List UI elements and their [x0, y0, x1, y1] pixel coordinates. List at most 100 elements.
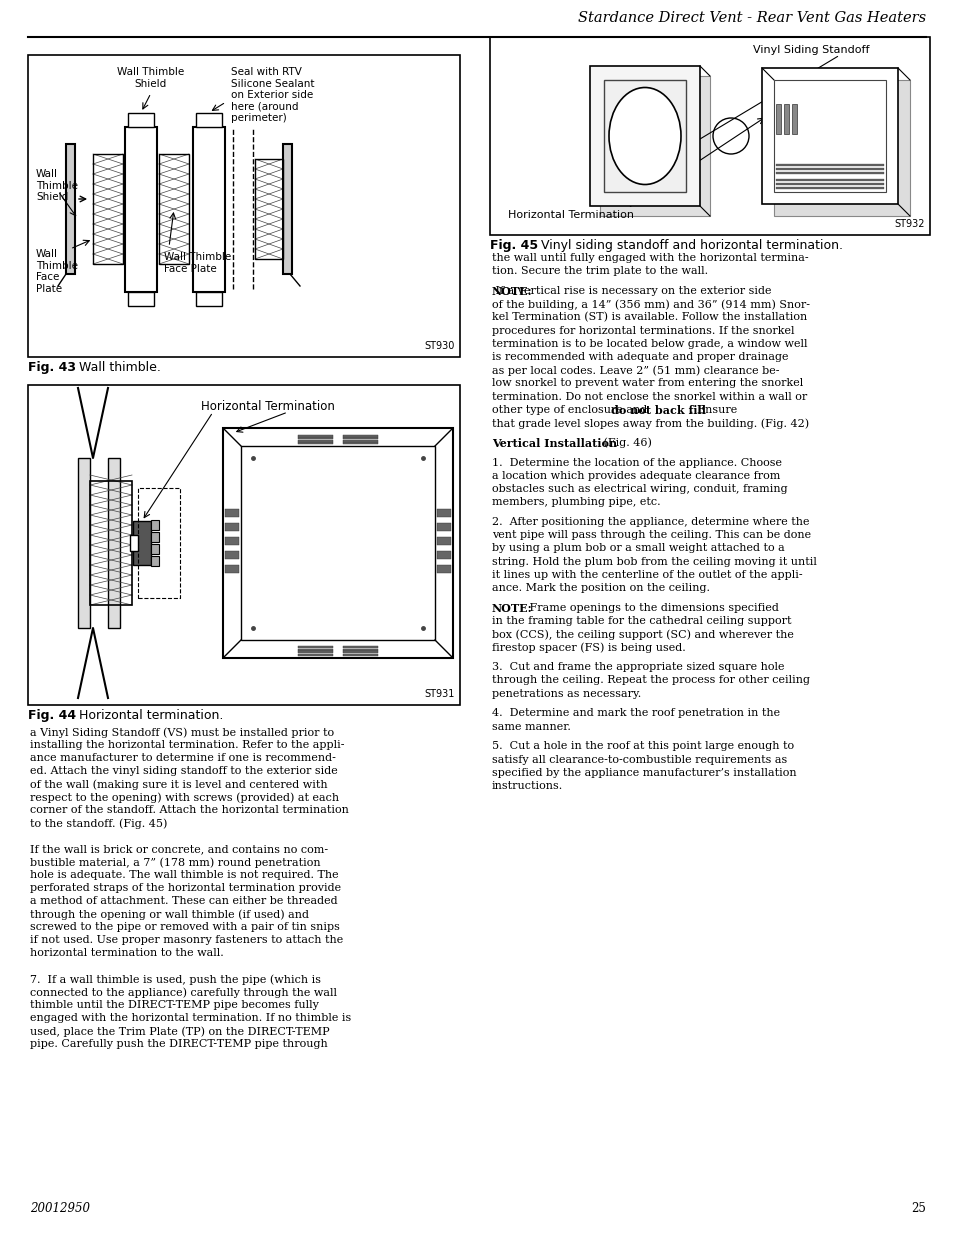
Text: corner of the standoff. Attach the horizontal termination: corner of the standoff. Attach the horiz…: [30, 805, 349, 815]
Text: Fig. 45: Fig. 45: [490, 240, 537, 252]
Bar: [603, 80, 685, 191]
Text: is recommended with adequate and proper drainage: is recommended with adequate and proper …: [492, 352, 788, 362]
Text: ance manufacturer to determine if one is recommend-: ance manufacturer to determine if one is…: [30, 753, 335, 763]
Text: Vertical Installation: Vertical Installation: [492, 437, 617, 448]
Bar: [108, 458, 120, 629]
Bar: [791, 104, 796, 135]
Text: 1.  Determine the location of the appliance. Choose: 1. Determine the location of the applian…: [492, 458, 781, 468]
Bar: [783, 104, 788, 135]
Text: vent pipe will pass through the ceiling. This can be done: vent pipe will pass through the ceiling.…: [492, 530, 810, 540]
Text: instructions.: instructions.: [492, 781, 562, 790]
Bar: [241, 446, 435, 640]
Text: by using a plum bob or a small weight attached to a: by using a plum bob or a small weight at…: [492, 543, 784, 553]
Bar: [775, 179, 883, 182]
Bar: [130, 535, 138, 551]
Text: 4.  Determine and mark the roof penetration in the: 4. Determine and mark the roof penetrati…: [492, 709, 780, 719]
Bar: [297, 646, 333, 648]
Text: perforated straps of the horizontal termination provide: perforated straps of the horizontal term…: [30, 883, 341, 893]
Bar: [343, 648, 377, 651]
Text: horizontal termination to the wall.: horizontal termination to the wall.: [30, 948, 224, 958]
Bar: [599, 77, 709, 216]
Text: do not back fill: do not back fill: [610, 405, 705, 416]
Text: NOTE:: NOTE:: [492, 603, 532, 614]
Text: Stardance Direct Vent - Rear Vent Gas Heaters: Stardance Direct Vent - Rear Vent Gas He…: [578, 11, 925, 25]
Text: ST930: ST930: [424, 341, 455, 351]
Bar: [78, 458, 90, 629]
Text: ST932: ST932: [894, 219, 924, 228]
Bar: [225, 537, 239, 545]
Bar: [343, 651, 377, 653]
Text: firestop spacer (FS) is being used.: firestop spacer (FS) is being used.: [492, 642, 685, 653]
Bar: [125, 126, 157, 291]
Text: Wall
Thimble
Face
Plate: Wall Thimble Face Plate: [36, 249, 78, 294]
Bar: [223, 429, 453, 658]
Text: used, place the Trim Plate (TP) on the DIRECT-TEMP: used, place the Trim Plate (TP) on the D…: [30, 1026, 330, 1036]
Text: Vinyl siding standoff and horizontal termination.: Vinyl siding standoff and horizontal ter…: [533, 240, 842, 252]
Text: it lines up with the centerline of the outlet of the appli-: it lines up with the centerline of the o…: [492, 569, 801, 579]
Bar: [773, 80, 909, 216]
Bar: [775, 172, 883, 174]
Bar: [66, 144, 75, 274]
Text: members, plumbing pipe, etc.: members, plumbing pipe, etc.: [492, 498, 659, 508]
Text: in the framing table for the cathedral ceiling support: in the framing table for the cathedral c…: [492, 616, 791, 626]
Text: hole is adequate. The wall thimble is not required. The: hole is adequate. The wall thimble is no…: [30, 869, 338, 881]
Bar: [283, 144, 292, 274]
Bar: [343, 442, 377, 445]
Text: as per local codes. Leave 2” (51 mm) clearance be-: as per local codes. Leave 2” (51 mm) cle…: [492, 366, 779, 375]
Text: string. Hold the plum bob from the ceiling moving it until: string. Hold the plum bob from the ceili…: [492, 557, 816, 567]
Bar: [490, 37, 929, 235]
Bar: [90, 480, 132, 605]
Bar: [128, 291, 153, 305]
Text: same manner.: same manner.: [492, 721, 570, 731]
Text: Frame openings to the dimensions specified: Frame openings to the dimensions specifi…: [525, 603, 778, 613]
Text: 20012950: 20012950: [30, 1202, 90, 1215]
Text: other type of enclosure and: other type of enclosure and: [492, 405, 650, 415]
Bar: [589, 65, 700, 206]
Bar: [254, 159, 283, 259]
Bar: [297, 437, 333, 438]
Bar: [775, 104, 781, 135]
Text: if not used. Use proper masonry fasteners to attach the: if not used. Use proper masonry fastener…: [30, 935, 343, 945]
Text: a Vinyl Siding Standoff (VS) must be installed prior to: a Vinyl Siding Standoff (VS) must be ins…: [30, 727, 334, 737]
Bar: [297, 653, 333, 656]
Text: Wall
Thimble
Shield: Wall Thimble Shield: [36, 169, 78, 203]
Bar: [193, 126, 225, 291]
Bar: [297, 651, 333, 653]
Text: Wall Thimble
Face Plate: Wall Thimble Face Plate: [164, 252, 231, 274]
Bar: [436, 522, 451, 531]
Text: Wall Thimble
Shield: Wall Thimble Shield: [117, 67, 185, 89]
Text: kel Termination (ST) is available. Follow the installation: kel Termination (ST) is available. Follo…: [492, 312, 806, 322]
Bar: [28, 56, 459, 357]
Text: through the ceiling. Repeat the process for other ceiling: through the ceiling. Repeat the process …: [492, 676, 809, 685]
Bar: [436, 509, 451, 517]
Text: connected to the appliance) carefully through the wall: connected to the appliance) carefully th…: [30, 987, 336, 998]
Text: . Ensure: . Ensure: [689, 405, 737, 415]
Bar: [297, 442, 333, 445]
Text: of the building, a 14” (356 mm) and 36” (914 mm) Snor-: of the building, a 14” (356 mm) and 36” …: [492, 299, 809, 310]
Text: thimble until the DIRECT-TEMP pipe becomes fully: thimble until the DIRECT-TEMP pipe becom…: [30, 1000, 318, 1010]
Bar: [775, 186, 883, 189]
Bar: [297, 648, 333, 651]
Bar: [138, 488, 180, 598]
Text: low snorkel to prevent water from entering the snorkel: low snorkel to prevent water from enteri…: [492, 378, 802, 388]
Text: through the opening or wall thimble (if used) and: through the opening or wall thimble (if …: [30, 909, 309, 920]
Bar: [225, 509, 239, 517]
Text: Horizontal Termination: Horizontal Termination: [507, 210, 634, 220]
Text: HOT: HOT: [329, 504, 347, 513]
Bar: [775, 163, 883, 165]
Bar: [775, 168, 883, 170]
Text: box (CCS), the ceiling support (SC) and wherever the: box (CCS), the ceiling support (SC) and …: [492, 629, 793, 640]
Text: engaged with the horizontal termination. If no thimble is: engaged with the horizontal termination.…: [30, 1013, 351, 1023]
Bar: [775, 183, 883, 185]
Text: specified by the appliance manufacturer’s installation: specified by the appliance manufacturer’…: [492, 768, 796, 778]
Text: obstacles such as electrical wiring, conduit, framing: obstacles such as electrical wiring, con…: [492, 484, 787, 494]
Bar: [92, 154, 123, 264]
Text: If the wall is brick or concrete, and contains no com-: If the wall is brick or concrete, and co…: [30, 844, 328, 853]
Bar: [761, 68, 897, 204]
Text: 5.  Cut a hole in the roof at this point large enough to: 5. Cut a hole in the roof at this point …: [492, 741, 793, 751]
Bar: [151, 532, 159, 542]
Text: to the standoff. (Fig. 45): to the standoff. (Fig. 45): [30, 818, 167, 829]
Text: If a vertical rise is necessary on the exterior side: If a vertical rise is necessary on the e…: [492, 287, 771, 296]
Bar: [343, 646, 377, 648]
Text: a location which provides adequate clearance from: a location which provides adequate clear…: [492, 471, 780, 480]
